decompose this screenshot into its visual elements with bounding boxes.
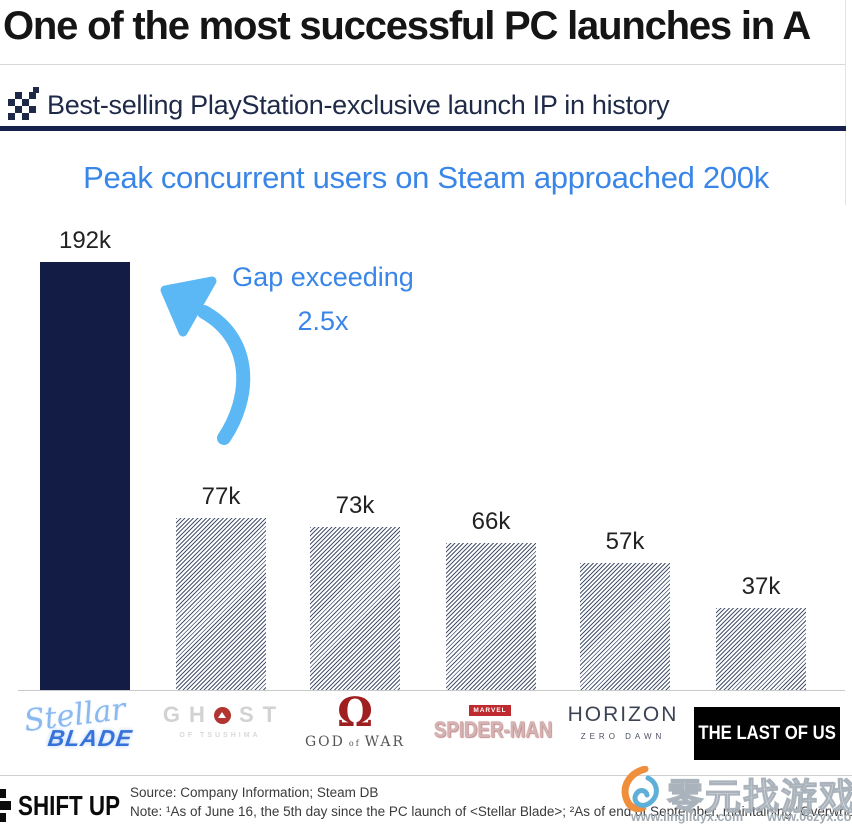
logo-the-last-of-us: THE LAST OF US [694,707,840,760]
footer-divider [0,775,852,776]
bar-value-label: 77k [201,483,241,510]
chart-title: Peak concurrent users on Steam approache… [83,160,769,195]
stellar-blade-text: BLADE [46,725,135,751]
bar-the-last-of-us [716,608,806,690]
omega-icon: Ω [337,689,373,736]
gap-annotation: Gap exceeding 2.5x [223,262,423,337]
gap-annotation-line1: Gap exceeding [232,262,414,292]
shiftup-mark-icon [0,789,11,822]
bar-value-label: 192k [58,227,112,254]
logo-spider-man: MARVEL SPIDER-MAN [424,699,556,743]
ghost-crest-icon [213,706,231,724]
watermark-url-2: www.06zyx.com [767,810,852,824]
bar-ghost-of-tsushima [176,518,266,690]
bar-value-label: 57k [605,528,645,555]
source-note-block: Source: Company Information; Steam DB No… [130,783,852,821]
gow-word: WAR [364,734,405,750]
gow-word-of: of [348,739,361,748]
header-divider [0,64,846,65]
page-title: One of the most successful PC launches i… [3,4,811,48]
watermark-cn-text: 零元找游戏 [666,775,852,817]
ghost-letter: H [189,702,206,727]
logo-stellar-blade: Stellar BLADE [22,692,154,762]
shiftup-wordmark: SHIFT UP [18,790,121,821]
bar-god-of-war [310,527,400,690]
horizon-subtitle: ZERO DAWN [580,732,666,741]
the-last-of-us-text: THE LAST OF US [698,722,836,744]
note-text: Note: ¹As of June 16, the 5th day since … [130,804,852,819]
bar-horizon-zero-dawn [580,563,670,690]
spider-man-text: SPIDER-MAN [433,717,553,742]
bar-value-label: 37k [741,573,781,600]
shiftup-logo: SHIFT UP [0,789,146,823]
ghost-letter: S [238,702,255,727]
bar-marvel-s-spider-man [446,543,536,690]
source-text: Source: Company Information; Steam DB [130,785,379,800]
horizon-title: HORIZON [567,703,679,726]
x-axis-line [18,690,845,691]
logo-horizon-zero-dawn: HORIZON ZERO DAWN [558,703,688,741]
ghost-subtitle: OF TSUSHIMA [179,732,261,739]
bar-stellar-blade [40,262,130,690]
checkered-flag-icon [8,86,39,120]
logo-ghost-of-tsushima: G H S T OF TSUSHIMA [156,702,284,739]
bar-value-label: 73k [335,492,375,519]
watermark-urls: www.lingliuyx.com www.06zyx.com [631,810,852,824]
ghost-title: G H S T [156,702,284,728]
watermark-logo-icon [621,766,659,812]
subtitle-row: Best-selling PlayStation-exclusive launc… [8,86,670,121]
subtitle: Best-selling PlayStation-exclusive launc… [47,90,670,120]
logo-god-of-war: Ω GOD of WAR [300,689,410,751]
ghost-letter: G [162,702,182,727]
subtitle-underline [0,126,846,131]
watermark: 零元找游戏 www.lingliuyx.com www.06zyx.com [603,764,852,826]
god-of-war-text: GOD of WAR [300,734,410,750]
right-edge-line [845,0,846,205]
bar-value-label: 66k [471,508,511,535]
marvel-badge-wrap: MARVEL [424,699,556,717]
marvel-badge: MARVEL [469,705,511,716]
watermark-url-1: www.lingliuyx.com [631,810,744,824]
gap-arrow-icon [160,276,251,445]
ghost-letter: T [262,702,278,727]
gow-word: GOD [304,734,345,750]
gap-annotation-line2: 2.5x [297,306,349,336]
mountain-icon [218,712,227,718]
